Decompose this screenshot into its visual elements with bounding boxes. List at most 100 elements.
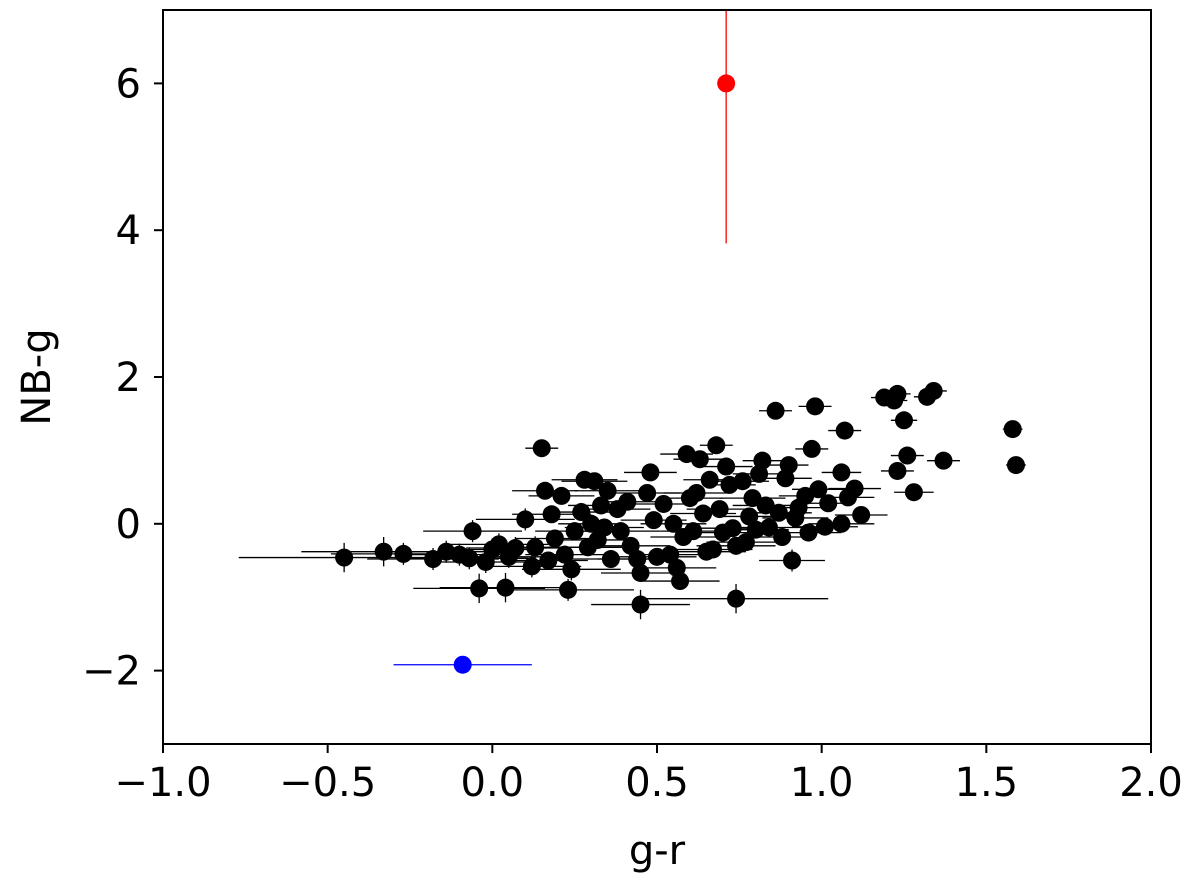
data-point <box>601 550 620 569</box>
x-tick-label: −0.5 <box>279 760 376 806</box>
data-point <box>727 589 746 608</box>
data-point <box>545 529 564 548</box>
data-point <box>832 463 851 482</box>
data-point <box>753 451 772 470</box>
data-point <box>638 483 657 502</box>
data-point <box>773 528 792 547</box>
data-point <box>516 510 535 529</box>
data-point <box>565 522 584 541</box>
x-axis-label: g-r <box>629 828 686 874</box>
data-point <box>644 511 663 530</box>
data-point <box>832 514 851 533</box>
data-point <box>460 549 479 568</box>
x-tick-label: 2.0 <box>1119 760 1183 806</box>
markers-layer <box>335 74 1025 674</box>
data-point <box>496 578 515 597</box>
data-point <box>506 539 525 558</box>
data-point <box>522 557 541 576</box>
data-point <box>526 538 545 557</box>
data-point <box>723 519 742 538</box>
data-point <box>934 451 953 470</box>
data-point <box>536 481 555 500</box>
data-point <box>453 655 472 674</box>
data-point <box>598 481 617 500</box>
data-point <box>815 517 834 536</box>
data-point <box>710 500 729 519</box>
data-point <box>756 496 775 515</box>
data-point <box>424 550 443 569</box>
data-point <box>572 503 591 522</box>
data-point <box>631 595 650 614</box>
data-point <box>463 522 482 541</box>
data-point <box>779 456 798 475</box>
data-point <box>552 486 571 505</box>
y-tick-label: 2 <box>116 355 141 401</box>
data-point <box>628 550 647 569</box>
data-point <box>542 505 561 524</box>
data-point <box>654 494 673 513</box>
data-point <box>904 483 923 502</box>
data-point <box>717 457 736 476</box>
data-point <box>592 496 611 515</box>
data-point <box>562 560 581 579</box>
data-point <box>374 542 393 561</box>
x-tick-label: 1.5 <box>955 760 1019 806</box>
y-tick-label: 4 <box>116 208 141 254</box>
data-point <box>733 472 752 491</box>
data-point <box>766 401 785 420</box>
data-point <box>585 472 604 491</box>
data-point <box>759 518 778 537</box>
data-point <box>799 523 818 542</box>
data-point <box>783 551 802 570</box>
data-point <box>895 411 913 430</box>
data-point <box>736 533 755 552</box>
data-point <box>707 436 726 455</box>
data-point <box>802 439 821 458</box>
data-point <box>898 446 917 465</box>
data-point <box>1006 456 1025 475</box>
y-tick-label: 0 <box>116 502 141 548</box>
data-point <box>852 505 871 524</box>
data-point <box>470 579 489 598</box>
data-point <box>335 548 354 567</box>
data-point <box>835 421 854 440</box>
data-point <box>539 551 558 570</box>
data-point <box>664 514 683 533</box>
data-point <box>595 518 614 537</box>
y-axis-ticks: −2 0 2 4 6 <box>82 61 163 695</box>
data-point <box>690 450 709 469</box>
data-point <box>532 439 551 458</box>
data-point <box>819 494 838 513</box>
data-point <box>888 384 907 403</box>
x-tick-label: 0.5 <box>625 760 689 806</box>
x-tick-label: −1.0 <box>114 760 211 806</box>
data-point <box>845 479 864 498</box>
data-point <box>559 580 578 599</box>
data-point <box>769 503 788 522</box>
data-point <box>394 544 413 563</box>
x-tick-label: 0.0 <box>461 760 525 806</box>
data-point <box>618 492 637 511</box>
x-tick-label: 1.0 <box>790 760 854 806</box>
x-axis-ticks: −1.0 −0.5 0.0 0.5 1.0 1.5 2.0 <box>114 744 1183 806</box>
data-point <box>694 504 713 523</box>
data-point <box>888 461 907 480</box>
y-tick-label: −2 <box>82 649 141 695</box>
data-point <box>641 463 660 482</box>
plot-frame <box>162 9 1152 745</box>
data-point <box>703 540 722 559</box>
y-tick-label: 6 <box>116 61 141 107</box>
data-point <box>1003 420 1022 439</box>
data-point <box>700 470 719 489</box>
data-point <box>631 563 650 582</box>
data-point <box>555 545 574 564</box>
data-point <box>684 522 703 541</box>
data-point <box>806 397 825 416</box>
y-axis-label: NB-g <box>14 328 60 425</box>
data-point <box>687 483 706 502</box>
data-point <box>671 572 690 591</box>
data-point <box>924 381 943 400</box>
data-point <box>809 480 828 499</box>
data-point <box>743 489 762 508</box>
